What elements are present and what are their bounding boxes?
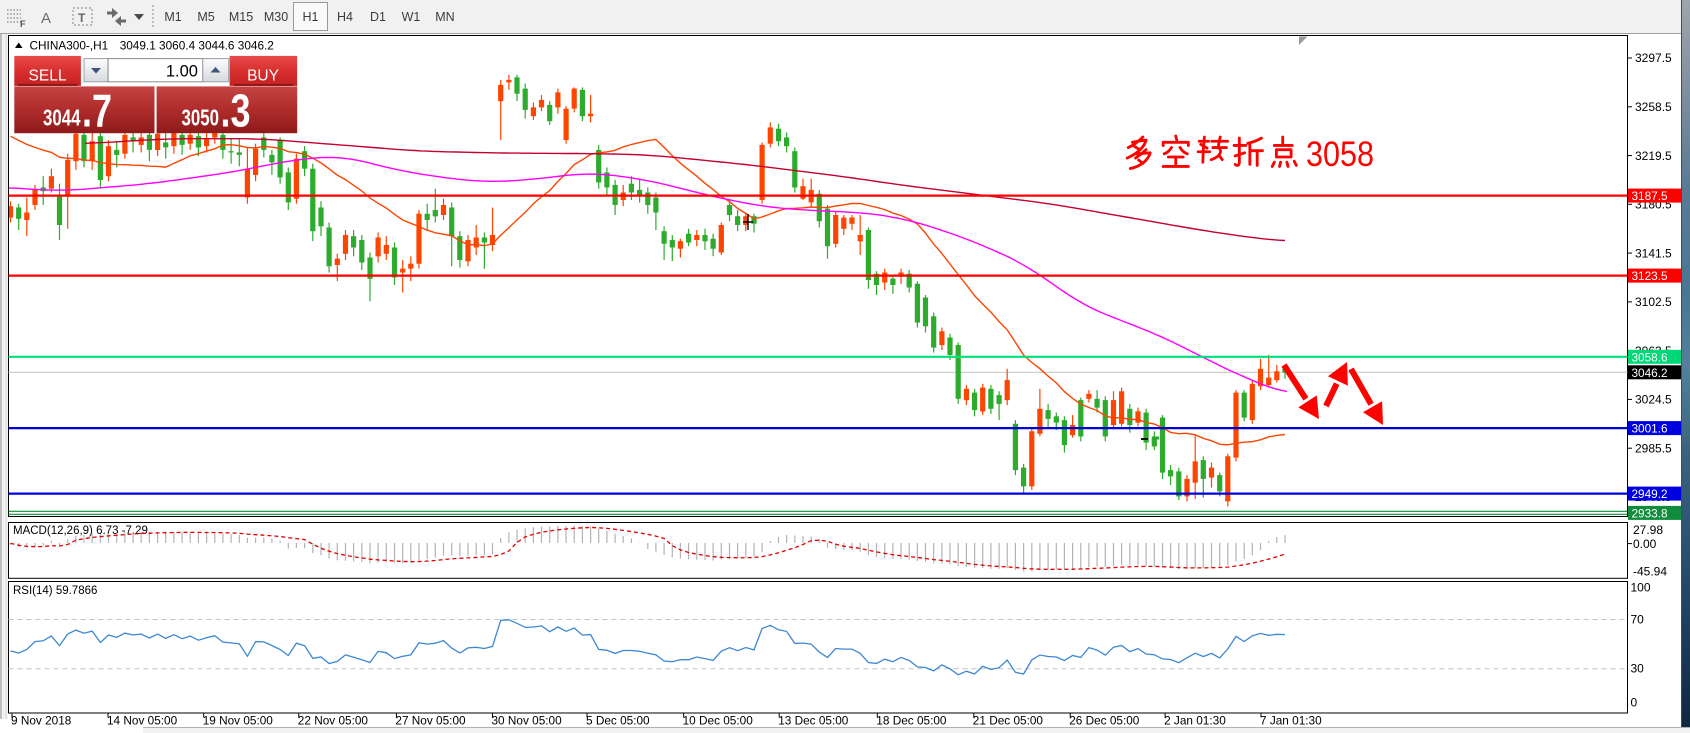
svg-text:W1: W1 (402, 10, 421, 24)
svg-text:13 Dec 05:00: 13 Dec 05:00 (778, 714, 849, 728)
svg-text:MACD(12,26,9) 6.73 -7.29: MACD(12,26,9) 6.73 -7.29 (13, 525, 148, 537)
svg-text:0: 0 (1631, 696, 1638, 710)
svg-text:SELL: SELL (29, 68, 67, 85)
svg-text:-45.94: -45.94 (1633, 565, 1667, 579)
svg-text:2949.2: 2949.2 (1632, 487, 1668, 501)
svg-text:RSI(14) 59.7866: RSI(14) 59.7866 (13, 585, 97, 597)
svg-text:3141.5: 3141.5 (1635, 246, 1672, 260)
svg-text:.3: .3 (221, 85, 251, 137)
svg-text:100: 100 (1631, 581, 1651, 595)
svg-text:3046.2: 3046.2 (1632, 366, 1668, 380)
svg-text:M5: M5 (197, 10, 214, 24)
svg-text:3123.5: 3123.5 (1632, 269, 1669, 283)
svg-text:.7: .7 (82, 85, 112, 137)
svg-text:3102.5: 3102.5 (1635, 295, 1672, 309)
svg-text:3219.5: 3219.5 (1635, 149, 1672, 163)
svg-text:F: F (20, 19, 26, 29)
svg-text:1.00: 1.00 (166, 63, 198, 81)
svg-text:M30: M30 (264, 10, 288, 24)
svg-text:30 Nov 05:00: 30 Nov 05:00 (492, 714, 563, 728)
svg-text:30: 30 (1631, 662, 1645, 676)
svg-text:MN: MN (435, 10, 454, 24)
svg-text:22 Nov 05:00: 22 Nov 05:00 (298, 714, 369, 728)
svg-text:M1: M1 (164, 10, 181, 24)
svg-text:2 Jan 01:30: 2 Jan 01:30 (1164, 714, 1226, 728)
svg-text:5 Dec 05:00: 5 Dec 05:00 (586, 714, 650, 728)
svg-text:3001.6: 3001.6 (1632, 422, 1669, 436)
svg-text:BUY: BUY (247, 68, 279, 85)
svg-text:14 Nov 05:00: 14 Nov 05:00 (107, 714, 178, 728)
svg-text:A: A (41, 10, 51, 27)
svg-text:T: T (78, 11, 86, 25)
svg-text:3050: 3050 (182, 105, 220, 131)
svg-text:H4: H4 (337, 10, 353, 24)
svg-text:H1: H1 (303, 10, 319, 24)
svg-text:10 Dec 05:00: 10 Dec 05:00 (683, 714, 754, 728)
svg-text:18 Dec 05:00: 18 Dec 05:00 (876, 714, 947, 728)
svg-text:7 Jan 01:30: 7 Jan 01:30 (1260, 714, 1322, 728)
svg-text:3044: 3044 (43, 105, 81, 131)
svg-text:3297.5: 3297.5 (1635, 51, 1672, 65)
svg-text:70: 70 (1631, 613, 1645, 627)
svg-text:0.00: 0.00 (1633, 537, 1657, 551)
svg-text:CHINA300-,H1: CHINA300-,H1 (30, 39, 109, 53)
svg-text:9 Nov 2018: 9 Nov 2018 (11, 714, 72, 728)
svg-text:26 Dec 05:00: 26 Dec 05:00 (1069, 714, 1140, 728)
svg-text:19 Nov 05:00: 19 Nov 05:00 (203, 714, 274, 728)
svg-text:2985.5: 2985.5 (1635, 441, 1672, 455)
svg-text:D1: D1 (370, 10, 386, 24)
svg-text:M15: M15 (229, 10, 253, 24)
svg-text:3024.5: 3024.5 (1635, 393, 1672, 407)
svg-text:3258.5: 3258.5 (1635, 100, 1672, 114)
svg-text:3187.5: 3187.5 (1632, 189, 1669, 203)
svg-text:3058: 3058 (1306, 135, 1374, 174)
svg-text:3058.6: 3058.6 (1632, 350, 1669, 364)
svg-text:21 Dec 05:00: 21 Dec 05:00 (973, 714, 1044, 728)
svg-text:27 Nov 05:00: 27 Nov 05:00 (395, 714, 466, 728)
svg-text:3049.1 3060.4 3044.6 3046.2: 3049.1 3060.4 3044.6 3046.2 (120, 39, 274, 53)
svg-text:27.98: 27.98 (1633, 523, 1663, 537)
svg-text:2933.8: 2933.8 (1632, 506, 1669, 520)
